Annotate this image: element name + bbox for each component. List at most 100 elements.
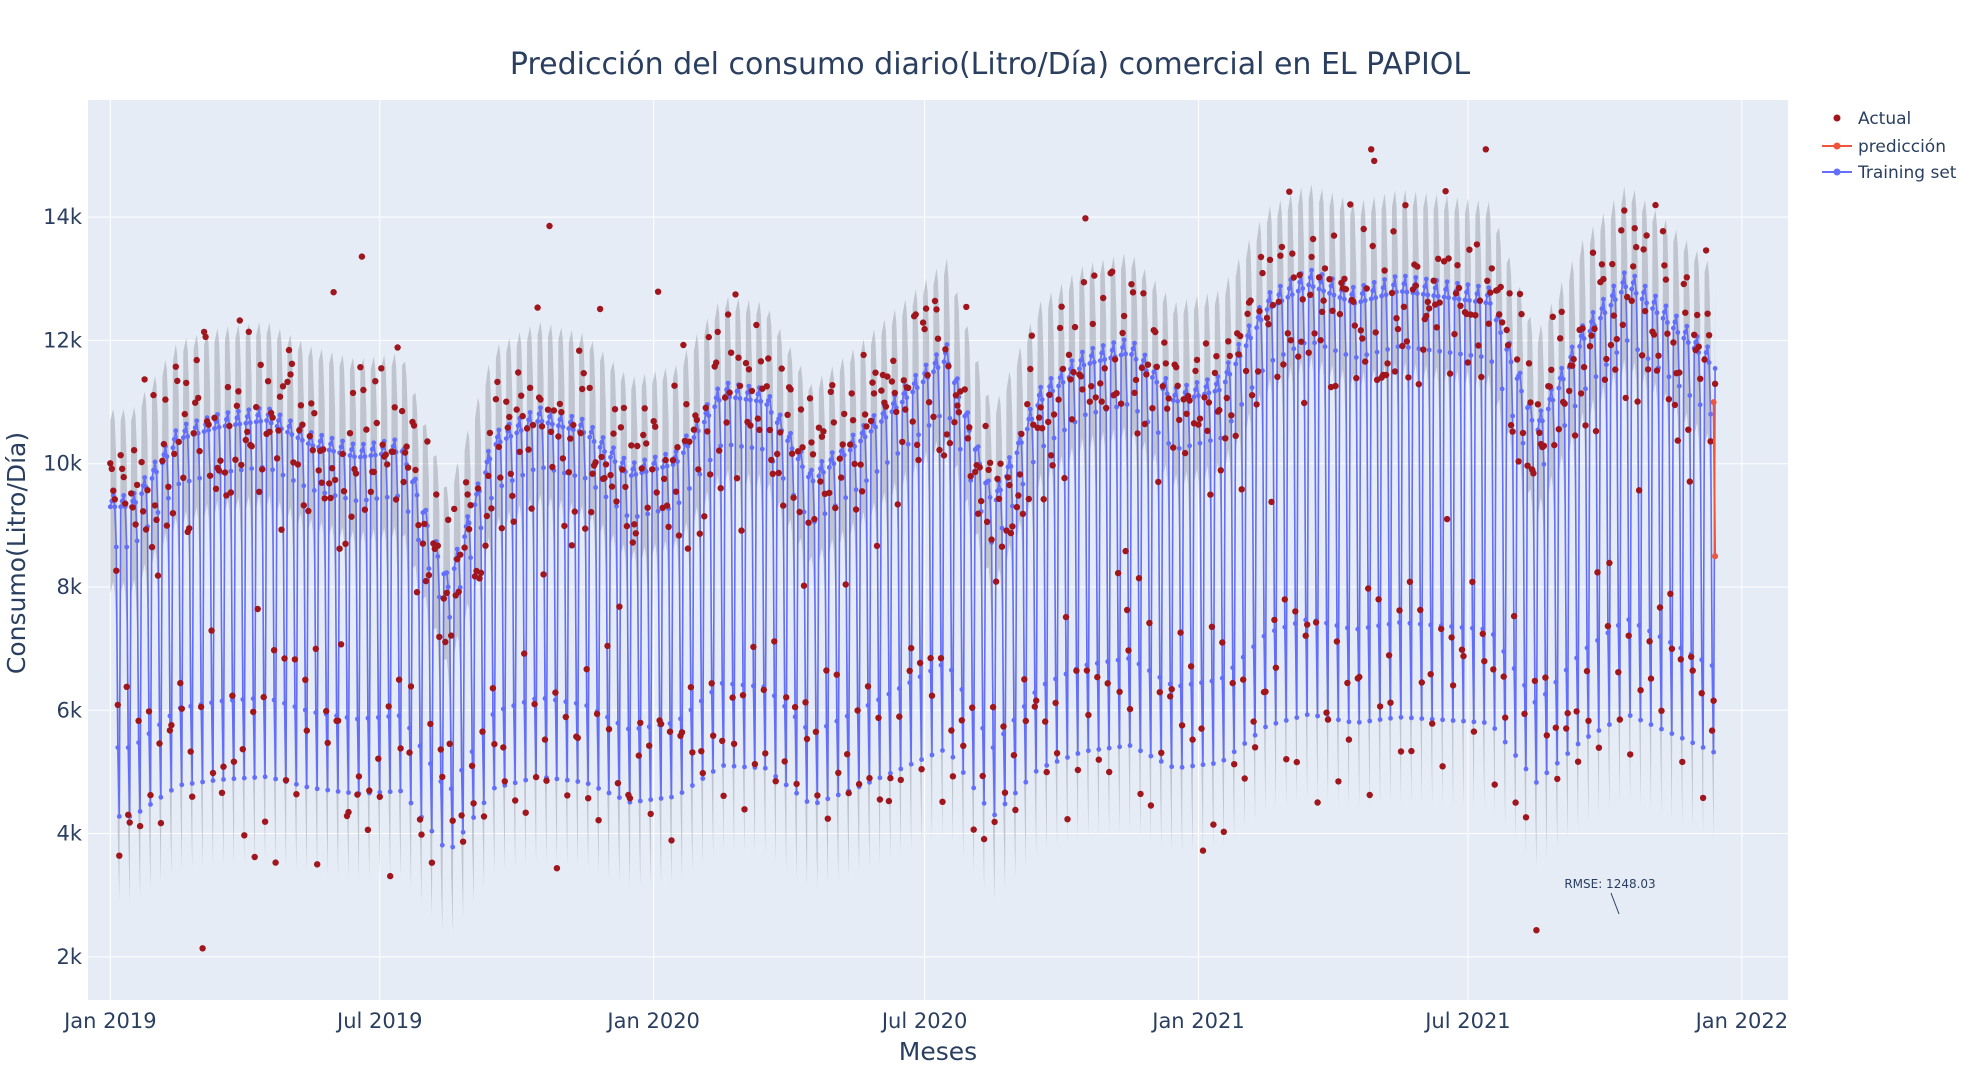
actual-point bbox=[1092, 394, 1100, 401]
actual-point bbox=[382, 451, 389, 458]
training-point bbox=[154, 469, 159, 475]
training-point bbox=[554, 776, 560, 782]
actual-point bbox=[1659, 228, 1667, 235]
training-point bbox=[1371, 280, 1377, 285]
training-point bbox=[451, 566, 457, 572]
actual-point bbox=[832, 504, 839, 512]
training-point bbox=[999, 525, 1005, 531]
training-point bbox=[1117, 744, 1122, 750]
training-point bbox=[1540, 418, 1545, 424]
y-tick-label: 4k bbox=[56, 822, 82, 846]
training-point bbox=[219, 698, 225, 704]
training-point bbox=[715, 386, 721, 392]
actual-point bbox=[905, 384, 912, 392]
actual-point bbox=[190, 430, 197, 437]
training-point bbox=[471, 815, 476, 820]
training-point bbox=[1010, 503, 1015, 509]
training-point bbox=[743, 396, 749, 402]
actual-point bbox=[166, 727, 174, 734]
actual-point bbox=[855, 780, 863, 788]
actual-point bbox=[474, 485, 482, 492]
training-point bbox=[1261, 633, 1267, 639]
actual-point bbox=[1647, 675, 1655, 682]
training-point bbox=[1612, 297, 1618, 303]
legend-item-prediccion[interactable]: predicción bbox=[1822, 137, 1946, 157]
actual-point bbox=[1007, 529, 1015, 537]
actual-point bbox=[1466, 246, 1473, 253]
training-point bbox=[1063, 671, 1069, 677]
actual-point bbox=[239, 746, 246, 753]
training-point bbox=[180, 435, 186, 441]
training-point bbox=[608, 454, 613, 460]
actual-point bbox=[817, 478, 824, 485]
actual-point bbox=[160, 440, 168, 448]
actual-point bbox=[595, 817, 602, 824]
actual-point bbox=[1475, 342, 1482, 349]
training-point bbox=[1665, 320, 1670, 325]
training-point bbox=[1605, 630, 1611, 636]
training-point bbox=[288, 418, 293, 424]
training-point bbox=[1705, 344, 1710, 350]
training-point bbox=[767, 394, 773, 399]
actual-point bbox=[561, 522, 568, 530]
actual-point bbox=[395, 676, 403, 683]
actual-point bbox=[398, 407, 406, 415]
actual-point bbox=[963, 303, 970, 311]
actual-point bbox=[848, 390, 855, 397]
training-point bbox=[521, 699, 527, 705]
actual-point bbox=[1671, 401, 1679, 409]
training-point bbox=[932, 360, 938, 366]
actual-point bbox=[323, 707, 330, 715]
actual-point bbox=[433, 491, 440, 498]
actual-point bbox=[169, 510, 177, 517]
actual-point bbox=[1122, 547, 1129, 555]
training-point bbox=[182, 428, 188, 434]
training-point bbox=[1295, 288, 1301, 294]
training-point bbox=[765, 398, 771, 403]
training-point bbox=[688, 707, 694, 713]
actual-point bbox=[710, 732, 717, 739]
legend-item-actual[interactable]: Actual bbox=[1833, 109, 1912, 129]
training-point bbox=[1443, 287, 1448, 292]
training-point bbox=[1401, 281, 1407, 287]
actual-point bbox=[363, 426, 370, 433]
actual-point bbox=[457, 551, 464, 558]
training-point bbox=[1011, 717, 1017, 723]
training-point bbox=[575, 779, 581, 784]
actual-point bbox=[1600, 275, 1607, 283]
training-point bbox=[818, 466, 823, 472]
actual-point bbox=[1111, 356, 1119, 363]
training-point bbox=[697, 471, 703, 477]
actual-point bbox=[964, 435, 971, 442]
actual-point bbox=[1275, 298, 1283, 305]
actual-point bbox=[1137, 790, 1144, 798]
actual-point bbox=[937, 655, 945, 662]
actual-point bbox=[251, 853, 258, 861]
actual-point bbox=[730, 740, 738, 747]
training-point bbox=[1199, 680, 1204, 686]
training-point bbox=[396, 713, 402, 719]
training-point bbox=[975, 444, 981, 450]
training-point bbox=[1471, 719, 1477, 725]
training-point bbox=[685, 443, 691, 449]
training-point bbox=[1681, 335, 1687, 341]
actual-point bbox=[778, 365, 785, 372]
training-point bbox=[1429, 716, 1435, 722]
training-point bbox=[585, 781, 591, 787]
x-axis-ticks: Jan 2019 Jul 2019 Jan 2020 Jul 2020 Jan 2021… bbox=[62, 1009, 1788, 1033]
actual-point bbox=[1566, 387, 1573, 395]
actual-point bbox=[1423, 312, 1430, 320]
legend-item-training[interactable]: Training set bbox=[1822, 163, 1957, 183]
actual-point bbox=[556, 400, 564, 408]
training-point bbox=[1581, 336, 1587, 341]
training-point bbox=[364, 497, 369, 503]
actual-point bbox=[1158, 749, 1165, 756]
training-point bbox=[447, 614, 453, 620]
training-point bbox=[587, 434, 593, 440]
plot-area[interactable] bbox=[88, 100, 1788, 1000]
training-point bbox=[536, 411, 542, 417]
training-point bbox=[276, 418, 281, 423]
actual-point bbox=[512, 797, 519, 804]
legend[interactable]: Actual predicción Training set bbox=[1822, 109, 1957, 183]
actual-point bbox=[1650, 331, 1658, 338]
